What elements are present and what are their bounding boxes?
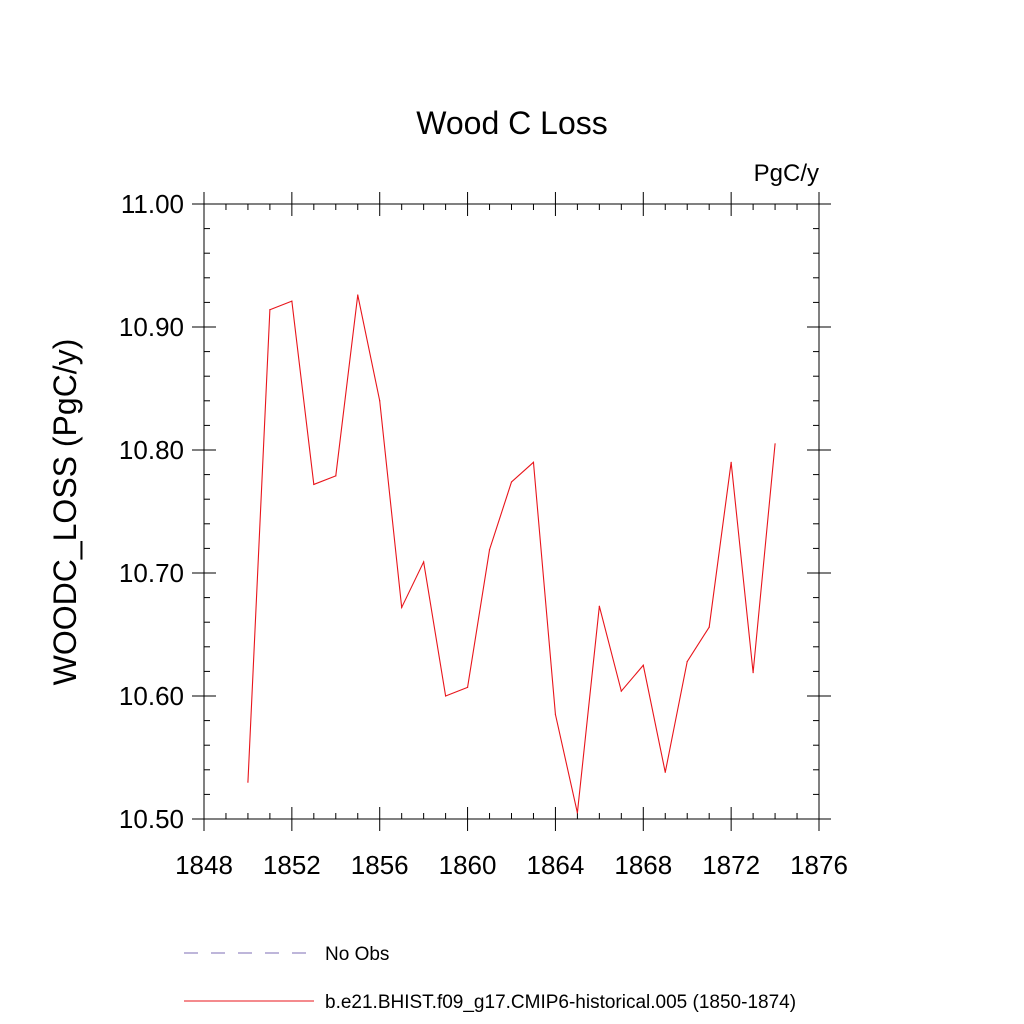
data-point [598, 605, 600, 607]
data-point [620, 690, 622, 692]
legend-label: b.e21.BHIST.f09_g17.CMIP6-historical.005… [325, 992, 796, 1013]
data-point [686, 660, 688, 663]
data-point [466, 686, 469, 688]
legend-item-no-obs: No Obs [184, 944, 389, 965]
y-tick-label: 10.70 [119, 558, 184, 588]
data-point [664, 771, 666, 773]
plot-frame [203, 203, 820, 820]
data-point [510, 481, 513, 483]
data-point [313, 483, 315, 486]
data-point [554, 713, 557, 716]
data-point [401, 606, 403, 609]
x-tick-label: 1856 [351, 850, 409, 880]
data-point [445, 695, 447, 697]
data-point [488, 549, 491, 551]
data-point [291, 300, 293, 302]
legend-label: No Obs [325, 944, 389, 965]
data-point [642, 664, 644, 666]
y-tick-label: 11.00 [121, 189, 184, 219]
x-tick-label: 1852 [263, 850, 321, 880]
y-tick-label: 10.80 [119, 435, 184, 465]
chart-title: Wood C Loss [416, 105, 608, 141]
y-tick-label: 10.60 [119, 681, 184, 711]
series-line [247, 294, 776, 813]
units-label: PgC/y [754, 160, 819, 187]
data-point [423, 561, 425, 563]
x-tick-label: 1848 [175, 850, 233, 880]
y-tick-label: 10.90 [119, 312, 184, 342]
y-axis: 10.50 10.60 10.70 10.80 10.90 11.00 [119, 189, 831, 834]
legend-item-series: b.e21.BHIST.f09_g17.CMIP6-historical.005… [184, 992, 796, 1013]
data-point [532, 461, 535, 463]
x-tick-label: 1868 [614, 850, 672, 880]
data-point [247, 781, 249, 783]
data-point [357, 294, 359, 296]
x-tick-label: 1872 [702, 850, 760, 880]
x-tick-label: 1860 [439, 850, 497, 880]
y-axis-label: WOODC_LOSS (PgC/y) [47, 339, 83, 686]
x-axis: 1848 1852 1856 1860 1864 1868 1872 1876 [175, 192, 848, 880]
data-point [730, 461, 732, 463]
data-point [269, 309, 271, 311]
x-tick-label: 1876 [790, 850, 848, 880]
legend: No Obs b.e21.BHIST.f09_g17.CMIP6-histori… [184, 944, 796, 1013]
x-tick-label: 1864 [527, 850, 585, 880]
data-point [708, 626, 710, 628]
data-point [335, 475, 337, 477]
data-point [774, 443, 776, 445]
data-point [379, 400, 381, 402]
series-layer [247, 294, 776, 814]
data-point [752, 672, 754, 674]
y-tick-label: 10.50 [119, 804, 184, 834]
data-point [576, 812, 578, 814]
